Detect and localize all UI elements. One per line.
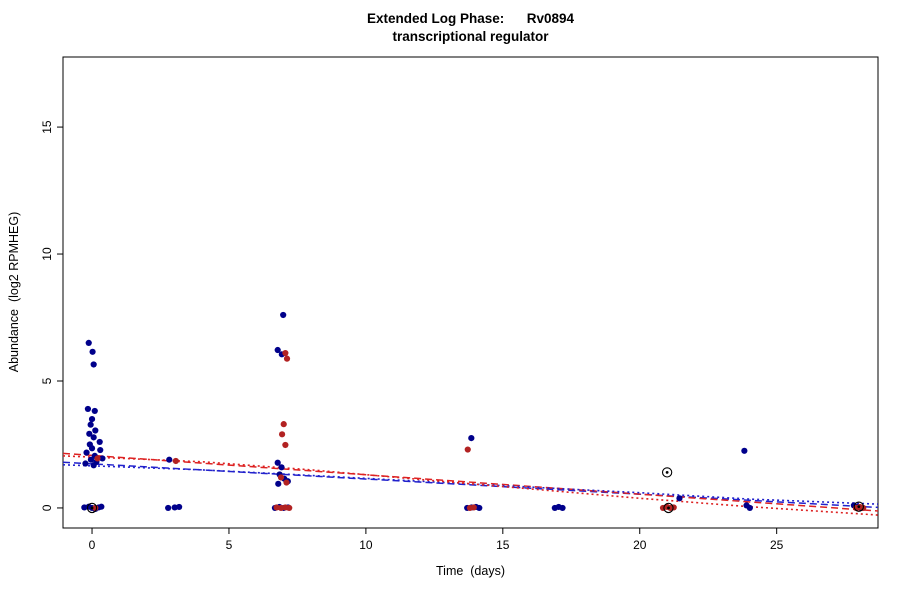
x-axis-label: Time (days) [436,564,505,578]
flagged-outlier-points [86,502,98,514]
y-axis-tick-label: 15 [40,120,54,134]
blue-sample-points [746,504,753,512]
red-dashed-fit-line [62,452,879,512]
flagged-outlier-points [661,467,673,478]
red-sample-points [172,457,179,465]
blue-sample-points [99,455,106,462]
blue-sample-points [280,311,287,319]
x-axis-tick-label: 5 [226,538,233,552]
flagged-outlier-points [853,501,864,512]
blue-sample-points [88,415,96,423]
blue-sample-points [87,456,95,463]
blue-sample-points [275,480,282,487]
blue-sample-points [89,348,96,355]
blue-dotted-fit-line [62,463,879,505]
blue-sample-points [278,464,285,471]
red-sample-points [282,441,289,449]
flagged-outlier-points [857,505,861,509]
x-axis-tick-label: 10 [359,538,373,552]
red-sample-points [470,504,477,511]
red-sample-points [670,504,677,511]
chart-title-line2: transcriptional regulator [392,29,549,44]
blue-sample-points [90,361,97,368]
blue-sample-points [87,421,94,428]
blue-sample-points [96,438,103,446]
blue-sample-points [274,346,281,354]
flagged-outlier-points [663,502,674,514]
chart-title-line1: Extended Log Phase: Rv0894 [366,11,575,26]
blue-sample-points [741,447,748,454]
x-axis-tick-label: 0 [89,538,96,552]
blue-sample-points [176,503,183,511]
blue-sample-points [98,503,105,510]
x-axis-tick-label: 25 [770,538,784,552]
blue-dashed-fit-line [62,461,879,509]
blue-sample-points [84,405,92,413]
red-sample-points [280,421,287,428]
red-sample-points [283,479,290,486]
red-sample-points [278,431,286,438]
red-sample-points [464,446,471,453]
y-axis-tick-label: 0 [40,504,54,511]
blue-sample-points [83,449,90,456]
x-axis-tick-label: 15 [496,538,510,552]
y-axis-tick-label: 10 [40,247,54,261]
flagged-outlier-points [90,506,94,510]
blue-sample-points [166,456,173,463]
blue-sample-points [92,427,99,434]
y-axis-tick-label: 5 [40,377,54,384]
blue-sample-points [559,504,566,512]
blue-sample-points [468,435,475,442]
blue-sample-points [88,445,96,452]
red-sample-points [282,349,289,357]
flagged-outlier-points [667,506,670,510]
blue-sample-points [85,339,92,347]
x-axis-tick-label: 20 [633,538,647,552]
blue-sample-points [165,504,172,512]
blue-sample-points [476,504,483,512]
blue-sample-points [82,460,89,467]
y-axis-label: Abundance (log2 RPMHEG) [7,211,21,373]
red-sample-points [286,504,293,512]
blue-sample-points [676,495,683,502]
flagged-outlier-points [665,470,669,474]
red-sample-points [277,474,285,481]
blue-sample-points [90,462,97,469]
blue-sample-points [97,446,104,454]
plot-box [62,56,879,529]
blue-sample-points [90,434,97,441]
blue-sample-points [91,407,98,415]
blue-sample-points [86,430,93,437]
red-sample-points [94,455,101,462]
chart-title: Extended Log Phase: Rv0894 transcription… [63,10,878,46]
red-sample-points [283,355,291,362]
blue-sample-points [274,459,281,466]
